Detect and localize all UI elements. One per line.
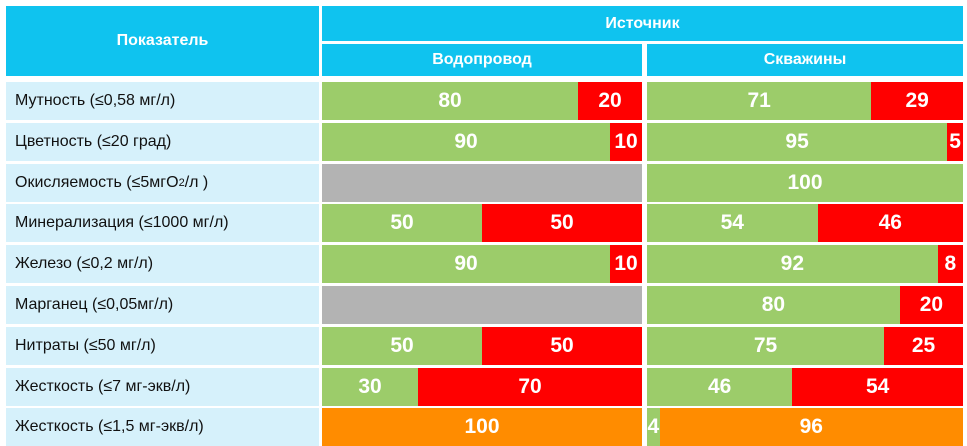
row-label-text: Цветность (≤20 град) bbox=[15, 133, 172, 150]
vodoprovod-bar bbox=[322, 164, 642, 202]
header-indicator: Показатель bbox=[6, 6, 319, 76]
header-vodoprovod: Водопровод bbox=[322, 44, 642, 76]
skvazhiny-segment-orange: 96 bbox=[659, 408, 963, 446]
vodoprovod-segment-orange: 100 bbox=[322, 408, 642, 446]
row-label: Марганец (≤0,05мг/л) bbox=[6, 286, 319, 324]
skvazhiny-bar: 4 96 bbox=[647, 408, 963, 446]
vodoprovod-bar: 100 bbox=[322, 408, 642, 446]
skvazhiny-bar: 100 bbox=[647, 164, 963, 202]
row-label-text: Жесткость (≤1,5 мг-экв/л) bbox=[15, 418, 204, 435]
skvazhiny-segment-green: 71 bbox=[647, 82, 872, 120]
skvazhiny-segment-green: 54 bbox=[647, 204, 818, 242]
vodoprovod-segment-red: 20 bbox=[578, 82, 642, 120]
row-label: Жесткость (≤7 мг-экв/л) bbox=[6, 368, 319, 406]
vodoprovod-segment-green: 90 bbox=[322, 123, 610, 161]
skvazhiny-segment-green: 4 bbox=[647, 408, 660, 446]
vodoprovod-bar bbox=[322, 286, 642, 324]
skvazhiny-segment-green: 46 bbox=[647, 368, 793, 406]
skvazhiny-bar: 71 29 bbox=[647, 82, 963, 120]
skvazhiny-bar: 80 20 bbox=[647, 286, 963, 324]
vodoprovod-segment-red: 50 bbox=[482, 204, 642, 242]
row-label-text: Нитраты (≤50 мг/л) bbox=[15, 337, 156, 354]
row-label: Железо (≤0,2 мг/л) bbox=[6, 245, 319, 283]
skvazhiny-bar: 54 46 bbox=[647, 204, 963, 242]
vodoprovod-bar: 90 10 bbox=[322, 123, 642, 161]
vodoprovod-bar: 50 50 bbox=[322, 327, 642, 365]
row-label: Минерализация (≤1000 мг/л) bbox=[6, 204, 319, 242]
skvazhiny-segment-red: 29 bbox=[871, 82, 963, 120]
skvazhiny-segment-green: 100 bbox=[647, 164, 963, 202]
vodoprovod-segment-red: 10 bbox=[610, 123, 642, 161]
vodoprovod-segment-red: 10 bbox=[610, 245, 642, 283]
row-label: Нитраты (≤50 мг/л) bbox=[6, 327, 319, 365]
skvazhiny-bar: 46 54 bbox=[647, 368, 963, 406]
row-label-tail: /л ) bbox=[184, 174, 209, 191]
row-label: Мутность (≤0,58 мг/л) bbox=[6, 82, 319, 120]
header-skvazhiny: Скважины bbox=[647, 44, 963, 76]
vodoprovod-bar: 30 70 bbox=[322, 368, 642, 406]
row-label-text: Железо (≤0,2 мг/л) bbox=[15, 255, 154, 272]
row-label-text: Жесткость (≤7 мг-экв/л) bbox=[15, 378, 191, 395]
vodoprovod-bar: 50 50 bbox=[322, 204, 642, 242]
vodoprovod-segment-green: 50 bbox=[322, 327, 482, 365]
row-label-text: Мутность (≤0,58 мг/л) bbox=[15, 92, 176, 109]
skvazhiny-segment-red: 25 bbox=[884, 327, 963, 365]
row-label: Окисляемость (≤5мгO 2/л ) bbox=[6, 164, 319, 202]
vodoprovod-segment-green: 90 bbox=[322, 245, 610, 283]
vodoprovod-bar: 90 10 bbox=[322, 245, 642, 283]
vodoprovod-segment-red: 50 bbox=[482, 327, 642, 365]
skvazhiny-segment-red: 20 bbox=[899, 286, 963, 324]
row-label-text: Окисляемость (≤5мгO bbox=[15, 174, 179, 191]
row-label-text: Минерализация (≤1000 мг/л) bbox=[15, 214, 229, 231]
skvazhiny-bar: 75 25 bbox=[647, 327, 963, 365]
vodoprovod-segment-green: 80 bbox=[322, 82, 578, 120]
row-label-subscript: 2 bbox=[178, 177, 185, 189]
header-source: Источник bbox=[322, 6, 963, 41]
skvazhiny-bar: 95 5 bbox=[647, 123, 963, 161]
vodoprovod-segment-green: 30 bbox=[322, 368, 418, 406]
skvazhiny-segment-green: 95 bbox=[647, 123, 948, 161]
row-label: Цветность (≤20 град) bbox=[6, 123, 319, 161]
skvazhiny-segment-green: 80 bbox=[647, 286, 900, 324]
row-label: Жесткость (≤1,5 мг-экв/л) bbox=[6, 408, 319, 446]
skvazhiny-segment-green: 92 bbox=[647, 245, 938, 283]
vodoprovod-bar: 80 20 bbox=[322, 82, 642, 120]
skvazhiny-bar: 92 8 bbox=[647, 245, 963, 283]
skvazhiny-segment-red: 46 bbox=[817, 204, 963, 242]
skvazhiny-segment-red: 8 bbox=[937, 245, 963, 283]
vodoprovod-segment-red: 70 bbox=[418, 368, 642, 406]
skvazhiny-segment-green: 75 bbox=[647, 327, 884, 365]
skvazhiny-segment-red: 5 bbox=[947, 123, 963, 161]
skvazhiny-segment-red: 54 bbox=[792, 368, 963, 406]
vodoprovod-segment-green: 50 bbox=[322, 204, 482, 242]
row-label-text: Марганец (≤0,05мг/л) bbox=[15, 296, 174, 313]
